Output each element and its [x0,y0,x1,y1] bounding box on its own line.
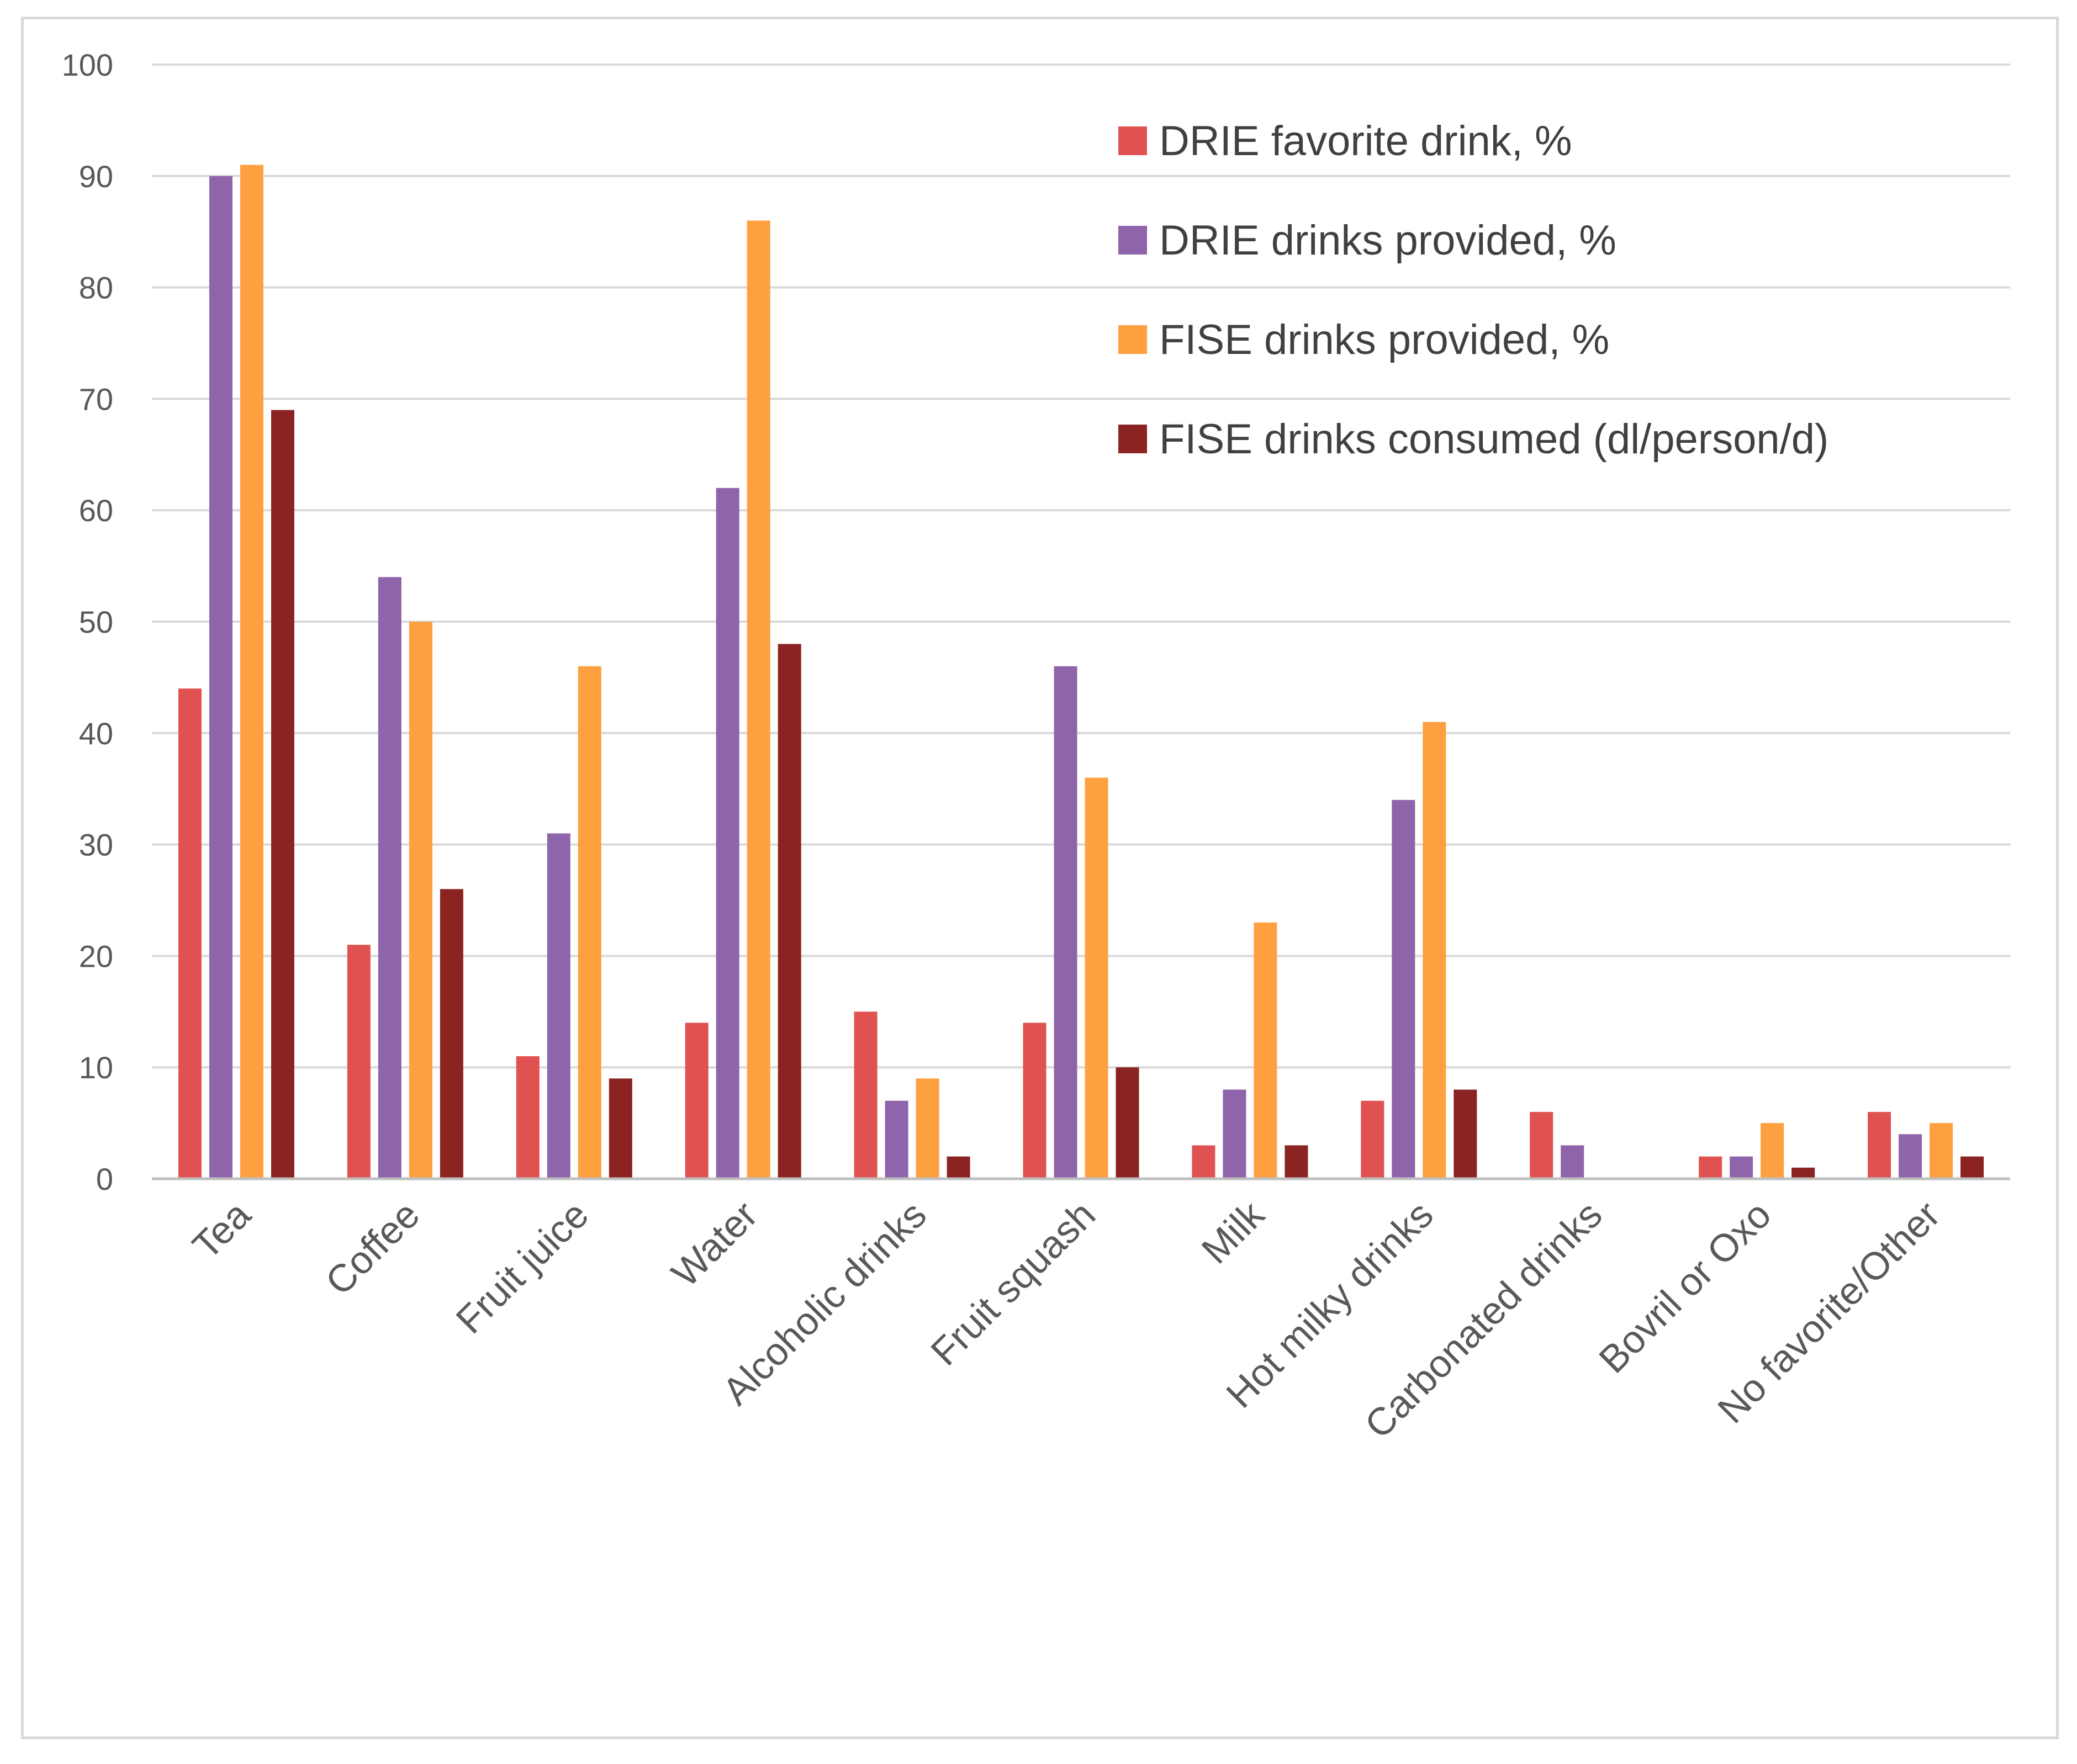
bar-alcoholic-drinks-series-4 [947,1156,970,1179]
bar-bovril-or-oxo-series-4 [1791,1167,1815,1179]
legend-label-4: FISE drinks consumed (dl/person/d) [1159,416,1828,463]
x-tick-label-water: Water [663,1193,765,1295]
bar-tea-series-4 [271,410,294,1179]
bar-milk-series-2 [1223,1089,1246,1179]
bar-hot-milky-drinks-series-1 [1361,1100,1384,1179]
bar-hot-milky-drinks-series-4 [1454,1089,1477,1179]
y-axis-tick-labels: 0 10 20 30 40 50 60 70 80 90 100 [62,47,113,1196]
bar-bovril-or-oxo-series-3 [1761,1123,1784,1179]
bar-bovril-or-oxo-series-2 [1730,1156,1753,1179]
legend-label-2: DRIE drinks provided, % [1159,217,1616,264]
x-tick-label-milk: Milk [1193,1193,1273,1272]
y-tick-label-90: 90 [79,159,113,194]
y-tick-label-30: 30 [79,828,113,862]
bar-no-favorite-other-series-2 [1899,1134,1922,1179]
bar-milk-series-3 [1254,922,1277,1179]
bar-water-series-4 [778,644,801,1179]
y-tick-label-20: 20 [79,939,113,973]
x-tick-label-tea: Tea [184,1193,259,1267]
bar-water-series-2 [716,488,739,1179]
bar-fruit-squash-series-3 [1085,777,1108,1179]
x-tick-label-bovril-or-oxo: Bovril or Oxo [1591,1193,1779,1381]
legend-swatch-2 [1118,226,1147,255]
y-tick-label-10: 10 [79,1050,113,1085]
y-tick-label-40: 40 [79,716,113,751]
legend-label-3: FISE drinks provided, % [1159,316,1609,363]
legend: DRIE favorite drink, % DRIE drinks provid… [1118,118,1828,463]
bar-fruit-juice-series-4 [609,1078,632,1179]
bar-fruit-juice-series-1 [516,1056,540,1179]
legend-label-1: DRIE favorite drink, % [1159,118,1572,165]
bar-coffee-series-2 [378,577,401,1179]
bar-carbonated-drinks-series-2 [1561,1145,1584,1179]
chart-frame [21,17,2059,1739]
bar-tea-series-1 [178,688,202,1179]
bar-fruit-squash-series-1 [1023,1023,1047,1179]
bar-milk-series-1 [1192,1145,1215,1179]
bar-alcoholic-drinks-series-2 [885,1100,908,1179]
bar-alcoholic-drinks-series-3 [916,1078,939,1179]
bar-milk-series-4 [1285,1145,1308,1179]
bar-fruit-juice-series-3 [578,666,601,1179]
bar-no-favorite-other-series-1 [1868,1111,1891,1179]
y-tick-label-70: 70 [79,382,113,416]
y-tick-label-80: 80 [79,271,113,305]
y-tick-label-60: 60 [79,493,113,528]
bar-bovril-or-oxo-series-1 [1699,1156,1722,1179]
bar-no-favorite-other-series-3 [1930,1123,1953,1179]
x-tick-label-fruit-squash: Fruit squash [923,1193,1104,1374]
y-tick-label-100: 100 [62,47,113,82]
y-tick-label-0: 0 [96,1162,113,1196]
bar-fruit-juice-series-2 [547,833,570,1179]
legend-swatch-1 [1118,126,1147,155]
bar-fruit-squash-series-4 [1116,1067,1139,1179]
y-tick-label-50: 50 [79,605,113,639]
legend-swatch-3 [1118,325,1147,354]
bar-hot-milky-drinks-series-2 [1392,799,1415,1179]
bar-fruit-squash-series-2 [1054,666,1077,1179]
bar-tea-series-2 [209,176,232,1179]
bar-alcoholic-drinks-series-1 [854,1011,878,1179]
bar-hot-milky-drinks-series-3 [1423,722,1446,1179]
x-tick-label-fruit-juice: Fruit juice [448,1193,597,1342]
legend-swatch-4 [1118,425,1147,453]
bars [178,165,1984,1179]
bar-coffee-series-4 [440,889,463,1179]
bar-coffee-series-3 [409,622,432,1179]
bar-tea-series-3 [240,165,263,1179]
bar-carbonated-drinks-series-1 [1530,1111,1553,1179]
bar-coffee-series-1 [347,945,371,1179]
bar-water-series-3 [747,220,770,1179]
bar-water-series-1 [685,1023,709,1179]
bar-no-favorite-other-series-4 [1960,1156,1984,1179]
x-tick-label-coffee: Coffee [317,1193,427,1303]
